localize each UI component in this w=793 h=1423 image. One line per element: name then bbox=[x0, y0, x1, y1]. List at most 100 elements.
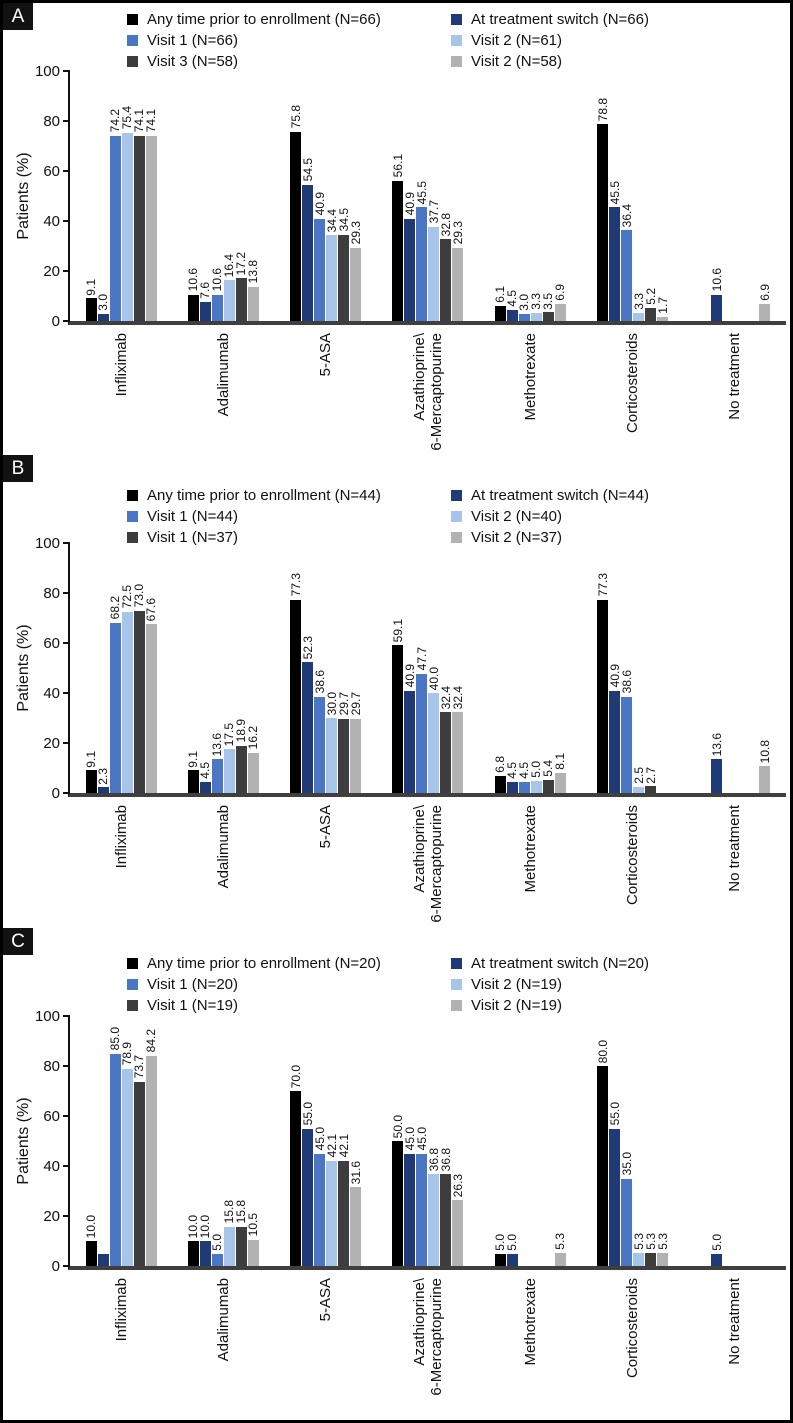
bar-value-label: 3.0 bbox=[96, 293, 111, 311]
category-label: Methotrexate bbox=[521, 333, 539, 421]
panel-b: B Any time prior to enrollment (N=44) At t… bbox=[3, 455, 790, 928]
category-group: 80.0 55.0 35.0 5.3 5.3 5.3 Corticosteroids bbox=[581, 1016, 683, 1378]
bar-column: 5.2 bbox=[644, 71, 658, 321]
bar-column: 8.1 bbox=[553, 543, 567, 793]
category-group: 59.1 40.9 47.7 40.0 32.4 32.4 Azathioprine\ 6-… bbox=[377, 543, 479, 923]
category-label-wrap: Adalimumab bbox=[172, 805, 274, 888]
bar-value-label: 42.1 bbox=[336, 1134, 351, 1158]
bar-value-label: 40.9 bbox=[312, 192, 327, 216]
bar bbox=[506, 781, 518, 793]
bar-column: 10.8 bbox=[757, 543, 772, 793]
bar-column: 74.2 bbox=[108, 71, 122, 321]
bar-value-label: 34.4 bbox=[324, 208, 339, 232]
category-label: Corticosteroids bbox=[624, 333, 642, 434]
bar bbox=[109, 135, 121, 321]
bar-column: 29.7 bbox=[337, 543, 351, 793]
category-label-wrap: No treatment bbox=[684, 333, 786, 420]
legend-swatch-icon bbox=[451, 490, 462, 501]
bar-column: 55.0 bbox=[608, 1016, 622, 1266]
category-label: 5-ASA bbox=[317, 805, 335, 849]
y-tick-mark bbox=[63, 320, 70, 322]
category-label-wrap: Corticosteroids bbox=[581, 1278, 683, 1378]
legend-label: Visit 2 (N=37) bbox=[471, 529, 563, 546]
bar-value-label: 10.8 bbox=[757, 739, 772, 763]
bar-column: 1.7 bbox=[656, 71, 670, 321]
bar bbox=[211, 1253, 223, 1266]
bar-column: 45.5 bbox=[608, 71, 622, 321]
bar bbox=[121, 132, 133, 321]
y-tick-mark bbox=[63, 1215, 70, 1217]
bar-column: 2.3 bbox=[96, 543, 110, 793]
legend-item: Visit 2 (N=37) bbox=[451, 527, 751, 548]
y-tick-mark bbox=[63, 120, 70, 122]
y-tick-label: 60 bbox=[43, 1108, 60, 1125]
bar bbox=[416, 673, 428, 793]
category-label-wrap: Adalimumab bbox=[172, 1278, 274, 1361]
bar bbox=[133, 1081, 145, 1266]
bar-column: 50.0 bbox=[391, 1016, 405, 1266]
panel-letter-badge: A bbox=[3, 3, 33, 30]
bar-value-label: 45.0 bbox=[312, 1127, 327, 1151]
bar-value-label: 10.5 bbox=[246, 1213, 261, 1237]
bar-value-label: 38.6 bbox=[619, 670, 634, 694]
bar-value-label: 52.3 bbox=[300, 635, 315, 660]
bar-column: 9.1 bbox=[84, 71, 98, 321]
category-group: 9.1 3.0 74.2 75.4 74.1 74.1 Infliximab bbox=[70, 71, 172, 396]
y-tick-mark bbox=[63, 1115, 70, 1117]
legend: Any time prior to enrollment (N=20) At tr… bbox=[127, 953, 751, 1016]
bar-column: 2.5 bbox=[632, 543, 646, 793]
bar-value-label: 42.1 bbox=[324, 1134, 339, 1158]
bar bbox=[247, 752, 259, 793]
bar-value-label: 67.6 bbox=[144, 597, 159, 621]
bar-value-label: 30.0 bbox=[324, 691, 339, 715]
legend-item: Any time prior to enrollment (N=66) bbox=[127, 9, 451, 30]
bar-value-label: 80.0 bbox=[595, 1039, 610, 1063]
category-group: 50.0 45.0 45.0 36.8 36.8 26.3 Azathioprine\ 6-… bbox=[377, 1016, 479, 1396]
legend-label: Visit 2 (N=19) bbox=[471, 976, 563, 993]
legend-label: Visit 1 (N=20) bbox=[147, 976, 239, 993]
bar-value-label: 70.0 bbox=[288, 1064, 303, 1088]
bar-value-label: 40.9 bbox=[607, 664, 622, 688]
legend-item: Visit 1 (N=19) bbox=[127, 995, 451, 1016]
category-group: 9.1 2.3 68.2 72.5 73.0 67.6 Infliximab bbox=[70, 543, 172, 868]
bar bbox=[530, 312, 542, 321]
bar-column: 2.7 bbox=[644, 543, 658, 793]
bar bbox=[338, 1160, 350, 1266]
bar-column: 32.4 bbox=[439, 543, 453, 793]
bar-column bbox=[723, 543, 734, 793]
bar bbox=[302, 184, 314, 321]
legend-label: Visit 1 (N=44) bbox=[147, 508, 239, 525]
bar bbox=[235, 278, 247, 321]
bar-column: 40.9 bbox=[312, 71, 327, 321]
bar-column: 55.0 bbox=[301, 1016, 315, 1266]
bar-cluster: 80.0 55.0 35.0 5.3 5.3 5.3 bbox=[595, 1016, 670, 1266]
bar bbox=[326, 235, 338, 321]
bar bbox=[187, 1241, 199, 1266]
category-group: 5.0 No treatment bbox=[684, 1016, 786, 1365]
category-group: 78.8 45.5 36.4 3.3 5.2 1.7 Corticosteroids bbox=[581, 71, 683, 433]
bar bbox=[621, 696, 633, 793]
bar bbox=[452, 1200, 464, 1266]
bar-value-label: 4.5 bbox=[198, 762, 213, 779]
bar bbox=[338, 718, 350, 793]
bar-value-label: 54.5 bbox=[300, 158, 315, 182]
bar bbox=[290, 131, 302, 321]
bar-value-label: 5.3 bbox=[553, 1233, 568, 1250]
bar-column: 9.1 bbox=[186, 543, 200, 793]
bar bbox=[338, 234, 350, 321]
legend-swatch-icon bbox=[451, 14, 462, 25]
panel-letter-badge: B bbox=[3, 455, 33, 482]
bar-column: 30.0 bbox=[324, 543, 339, 793]
bar-column: 40.9 bbox=[403, 543, 417, 793]
legend-item: Visit 1 (N=44) bbox=[127, 506, 451, 527]
bar bbox=[145, 1055, 157, 1266]
bar-column: 32.4 bbox=[451, 543, 465, 793]
bar-value-label: 5.0 bbox=[709, 1233, 724, 1251]
bar bbox=[133, 610, 145, 793]
bar bbox=[290, 1091, 302, 1266]
legend-item: Visit 2 (N=19) bbox=[451, 995, 751, 1016]
bar-column: 45.5 bbox=[415, 71, 429, 321]
y-tick-mark bbox=[63, 592, 70, 594]
bar bbox=[145, 135, 157, 321]
bar bbox=[452, 712, 464, 793]
